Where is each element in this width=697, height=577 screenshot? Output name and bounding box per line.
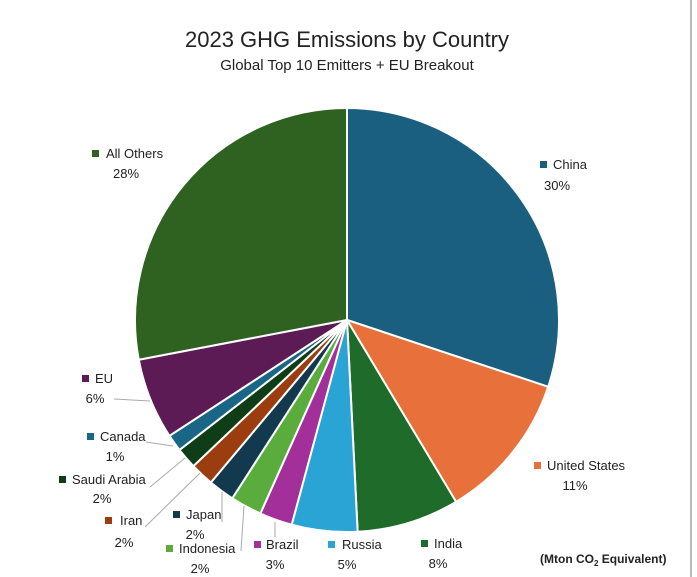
label-india: India	[434, 536, 463, 551]
marker-united-states	[534, 462, 541, 469]
marker-brazil	[254, 541, 261, 548]
marker-saudi-arabia	[59, 476, 66, 483]
label-united-states: United States	[547, 458, 626, 473]
percent-brazil: 3%	[266, 557, 285, 572]
percent-united-states: 11%	[562, 478, 587, 493]
percent-china: 30%	[544, 178, 570, 193]
chart-title: 2023 GHG Emissions by Country	[185, 27, 509, 52]
pie-slice-china	[346, 106, 560, 389]
label-saudi-arabia: Saudi Arabia	[72, 472, 146, 487]
slices	[134, 106, 560, 533]
marker-canada	[87, 433, 94, 440]
percent-canada: 1%	[106, 449, 125, 464]
marker-india	[421, 540, 428, 547]
leader-eu	[113, 398, 151, 402]
label-all-others: All Others	[106, 146, 164, 161]
marker-all-others	[92, 150, 99, 157]
pie-slice-united-states	[344, 318, 550, 504]
label-china: China	[553, 157, 588, 172]
chart-subtitle: Global Top 10 Emitters + EU Breakout	[220, 57, 474, 74]
leader-lines	[113, 398, 276, 552]
leader-indonesia	[240, 505, 245, 552]
percent-iran: 2%	[115, 535, 134, 550]
percent-eu: 6%	[86, 391, 105, 406]
marker-iran	[105, 517, 112, 524]
percent-indonesia: 2%	[191, 561, 210, 576]
pie-slice-all-others	[134, 106, 348, 361]
marker-china	[540, 161, 547, 168]
percent-all-others: 28%	[113, 166, 139, 181]
leader-canada	[145, 441, 174, 447]
units-note: (Mton CO2 Equivalent)	[540, 552, 666, 568]
label-eu: EU	[95, 371, 113, 386]
percent-india: 8%	[429, 556, 448, 571]
leader-saudi-arabia	[149, 457, 186, 488]
percent-saudi-arabia: 2%	[93, 491, 112, 506]
label-brazil: Brazil	[266, 537, 299, 552]
percent-japan: 2%	[186, 527, 205, 542]
label-iran: Iran	[120, 513, 142, 528]
label-indonesia: Indonesia	[179, 541, 236, 556]
slice-labels: China 30% United States 11% India 8% Russia 5% B…	[59, 146, 626, 576]
label-russia: Russia	[342, 537, 383, 552]
label-japan: Japan	[186, 507, 221, 522]
leader-iran	[144, 472, 201, 528]
label-canada: Canada	[100, 429, 146, 444]
pie-slice-india	[346, 319, 458, 533]
percent-russia: 5%	[338, 557, 357, 572]
marker-japan	[173, 511, 180, 518]
marker-indonesia	[166, 545, 173, 552]
marker-eu	[82, 375, 89, 382]
marker-russia	[328, 541, 335, 548]
